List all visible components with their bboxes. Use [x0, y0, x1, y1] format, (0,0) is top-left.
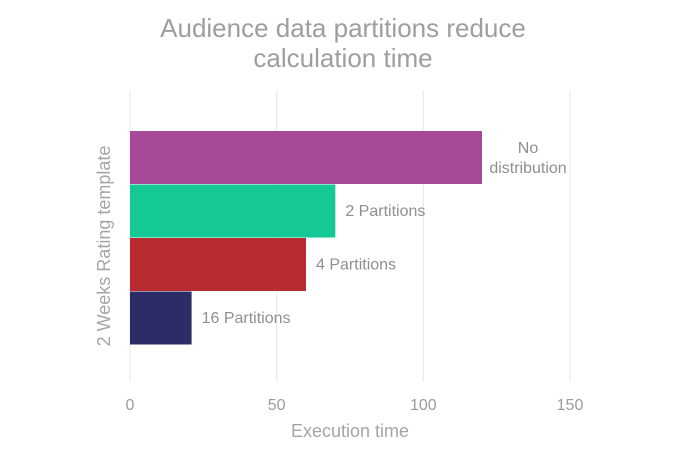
x-tick-label: 0 — [126, 397, 135, 414]
x-tick-label: 150 — [557, 397, 584, 414]
chart-title-line: calculation time — [253, 43, 432, 73]
chart-title-line: Audience data partitions reduce — [160, 13, 526, 43]
bar-16-partitions — [130, 291, 192, 345]
x-tick-label: 50 — [268, 397, 286, 414]
bar-no-distribution — [130, 131, 482, 184]
bar-label: 16 Partitions — [202, 310, 291, 327]
bar-label: 4 Partitions — [316, 257, 396, 274]
bar-label: No — [518, 140, 539, 157]
chart-bars — [130, 131, 482, 345]
y-axis-title: 2 Weeks Rating template — [94, 146, 114, 347]
bar-4-partitions — [130, 238, 306, 291]
chart-bar-labels: No distribution 2 Partitions 4 Partitions 16… — [202, 140, 567, 327]
chart-x-ticks: 0 50 100 150 — [126, 397, 584, 414]
chart-title: Audience data partitions reducecalculati… — [160, 13, 526, 73]
bar-2-partitions — [130, 184, 336, 238]
x-tick-label: 100 — [410, 397, 437, 414]
bar-label: 2 Partitions — [345, 203, 425, 220]
bar-label: distribution — [489, 160, 566, 177]
x-axis-title: Execution time — [291, 421, 409, 441]
